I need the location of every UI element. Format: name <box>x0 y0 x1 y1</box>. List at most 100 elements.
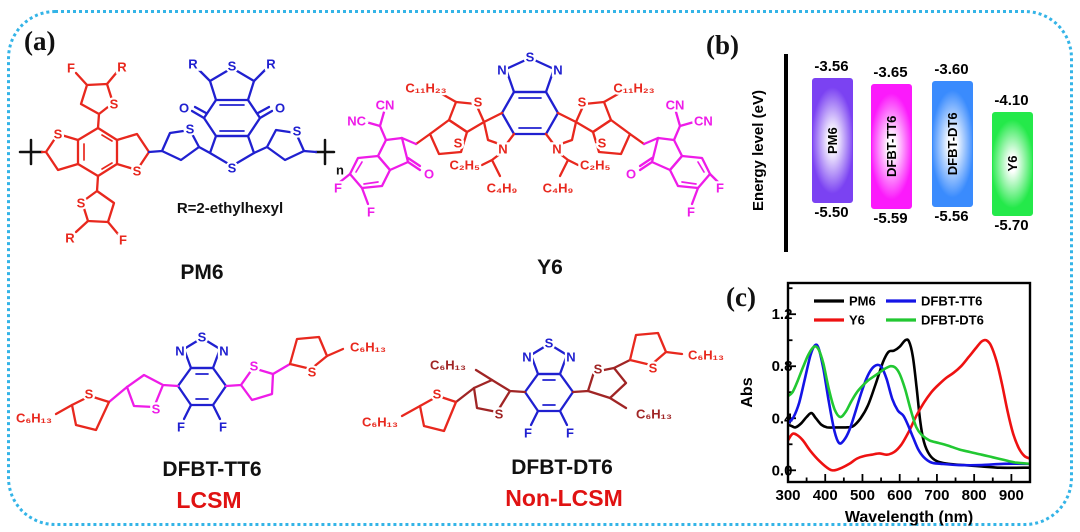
energy-bar-pm6: PM6 <box>812 78 853 203</box>
energy-bar-label: Y6 <box>1005 156 1020 172</box>
energy-bar-label: DFBT-DT6 <box>945 112 960 176</box>
energy-level-diagram: Energy level (eV) PM6 -3.56 -5.50 DFBT-TT6 -… <box>700 30 1080 282</box>
cyano-group: CN <box>694 114 713 129</box>
alkyl-chain-label: C₆H₁₃ <box>350 340 386 355</box>
fluorine-atom: F <box>119 233 127 248</box>
x-tick-label: 500 <box>850 487 875 504</box>
nitrogen-atom: N <box>219 344 228 359</box>
sulfur-atom: S <box>250 359 259 374</box>
y6-fused-core: N N S S S S C₁₁H₂₃ C₁₁H₂₃ C₂H₅ C₂H₅ C₄H₉… <box>403 78 657 198</box>
y6-structure: S N N N N S S S S C₁₁H₂₃ C₁₁H₂₃ C₂H₅ C₂H… <box>332 47 727 279</box>
sulfur-atom: S <box>198 330 207 345</box>
lumo-value: -3.60 <box>934 60 969 78</box>
panel-c-label: (c) <box>726 282 756 312</box>
alkyl-chain-label: C₂H₅ <box>580 158 611 173</box>
energy-axis-line <box>784 54 788 252</box>
oxygen-atom: O <box>275 101 285 116</box>
alkyl-chain-label: C₆H₁₃ <box>636 407 672 422</box>
panel-a-label: (a) <box>24 26 56 56</box>
sulfur-atom: S <box>308 365 317 380</box>
series-pm6 <box>788 338 1030 470</box>
sulfur-atom: S <box>545 336 554 351</box>
pm6-n-subscript: n <box>336 163 344 178</box>
pm6-polymer-brackets: n <box>18 138 346 180</box>
sulfur-atom: S <box>228 59 237 74</box>
homo-value: -5.59 <box>873 209 908 227</box>
lumo-value: -3.56 <box>814 58 849 75</box>
absorption-chart: 300 400 500 600 700 800 9000.00.40.81.2Wavelen… <box>739 281 1032 526</box>
r-group: R <box>65 231 75 246</box>
oxygen-atom: O <box>179 101 189 116</box>
cyano-group: CN <box>666 98 685 113</box>
legend-label-dfbt-dt6: DFBT-DT6 <box>921 313 984 328</box>
series-y6 <box>788 338 1030 472</box>
homo-value: -5.56 <box>934 207 969 225</box>
legend-label-y6: Y6 <box>849 313 865 328</box>
r-group: R <box>188 57 198 72</box>
fluorine-atom: F <box>334 181 342 196</box>
oxygen-atom: O <box>626 167 636 182</box>
dfbt-tt6-structure: S N N F F S S S S C₆H₁₃ C₆H₁₃ DFBT-TT6 L… <box>14 327 389 513</box>
dfbt-dt6-name: DFBT-DT6 <box>511 456 613 479</box>
sulfur-atom: S <box>649 361 658 376</box>
fluorine-atom: F <box>716 181 724 196</box>
x-tick-label: 400 <box>813 487 838 504</box>
r-group: R <box>117 60 127 75</box>
sulfur-atom: S <box>152 402 161 417</box>
x-tick-label: 700 <box>924 487 949 504</box>
alkyl-chain-label: C₁₁H₂₃ <box>613 81 654 96</box>
sulfur-atom: S <box>526 50 535 65</box>
fluorine-atom: F <box>524 426 532 441</box>
x-tick-label: 600 <box>887 487 912 504</box>
dt6-inner-thiophenes: S S C₆H₁₃ C₆H₁₃ <box>428 355 675 424</box>
x-tick-label: 900 <box>999 487 1024 504</box>
sulfur-atom: S <box>133 164 142 179</box>
sulfur-atom: S <box>495 407 504 422</box>
pm6-structure: n S S S S F R R F <box>18 54 346 284</box>
energy-bar-label: DFBT-TT6 <box>884 115 899 177</box>
lumo-value: -3.65 <box>873 63 908 81</box>
pm6-donor-core: S S S S F R R F <box>40 57 151 250</box>
sulfur-atom: S <box>578 95 587 110</box>
sulfur-atom: S <box>85 387 94 402</box>
energy-bar-dfbt-tt6: DFBT-TT6 <box>871 83 912 209</box>
sulfur-atom: S <box>77 196 86 211</box>
y-tick-label: 0.8 <box>772 358 793 375</box>
legend-label-pm6: PM6 <box>849 294 876 309</box>
alkyl-chain-label: C₆H₁₃ <box>688 348 724 363</box>
r-definition: R=2-ethylhexyl <box>177 200 283 217</box>
y6-end-group-left: CN NC O F F <box>332 95 437 222</box>
tt6-inner-thiophenes: S S <box>107 356 292 419</box>
fluorine-atom: F <box>566 426 574 441</box>
y6-name: Y6 <box>537 256 563 279</box>
tt6-outer-thiophenes: S S C₆H₁₃ C₆H₁₃ <box>14 335 388 432</box>
y-axis-title: Abs <box>739 377 756 407</box>
dfbt-dt6-tag: Non-LCSM <box>505 485 623 511</box>
sulfur-atom: S <box>474 95 483 110</box>
x-axis-title: Wavelength (nm) <box>845 509 973 526</box>
x-tick-label: 300 <box>775 487 800 504</box>
sulfur-atom: S <box>228 161 237 176</box>
x-tick-label: 800 <box>962 487 987 504</box>
sulfur-atom: S <box>54 127 63 142</box>
alkyl-chain-label: C₁₁H₂₃ <box>405 81 446 96</box>
series-dfbt-dt6 <box>788 345 1030 466</box>
tt6-dfbt-core: S N N F F <box>173 327 231 437</box>
sulfur-atom: S <box>110 97 119 112</box>
nitrogen-atom: N <box>552 142 561 157</box>
sulfur-atom: S <box>293 124 302 139</box>
y6-end-group-right: CN CN O F F <box>624 95 727 222</box>
nitrogen-atom: N <box>566 350 575 365</box>
nitrogen-atom: N <box>175 344 184 359</box>
alkyl-chain-label: C₆H₁₃ <box>430 358 466 373</box>
dt6-outer-thiophenes: S S C₆H₁₃ C₆H₁₃ <box>360 331 726 433</box>
oxygen-atom: O <box>424 167 434 182</box>
plot-box <box>786 281 1032 484</box>
pm6-acceptor-unit: S S S S O O R R <box>147 54 318 178</box>
fluorine-atom: F <box>687 205 695 220</box>
y6-benzothiadiazole: S N N <box>495 47 565 136</box>
nitrogen-atom: N <box>522 350 531 365</box>
sulfur-atom: S <box>594 362 603 377</box>
homo-value: -5.70 <box>994 216 1029 234</box>
alkyl-chain-label: C₄H₉ <box>487 181 518 196</box>
